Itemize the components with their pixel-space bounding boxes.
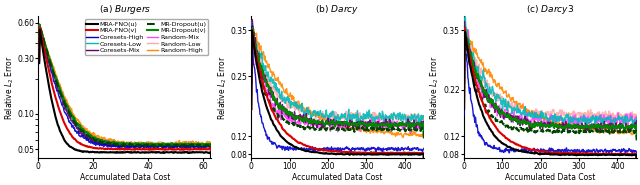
X-axis label: Accumulated Data Cost: Accumulated Data Cost: [505, 173, 595, 182]
Y-axis label: Relative $L_2$ Error: Relative $L_2$ Error: [216, 55, 228, 120]
X-axis label: Accumulated Data Cost: Accumulated Data Cost: [292, 173, 383, 182]
Title: (b) $\it{Darcy}$: (b) $\it{Darcy}$: [316, 3, 360, 16]
Title: (a) $\it{Burgers}$: (a) $\it{Burgers}$: [99, 3, 151, 16]
Title: (c) $\it{Darcy3}$: (c) $\it{Darcy3}$: [526, 3, 575, 16]
Legend: MRA-FNO(u), MRA-FNO(v), Coresets-High, Coresets-Low, Coresets-Mix, MR-Dropout(u): MRA-FNO(u), MRA-FNO(v), Coresets-High, C…: [84, 19, 208, 55]
X-axis label: Accumulated Data Cost: Accumulated Data Cost: [79, 173, 170, 182]
Y-axis label: Relative $L_2$ Error: Relative $L_2$ Error: [3, 55, 16, 120]
Y-axis label: Relative $L_2$ Error: Relative $L_2$ Error: [429, 55, 442, 120]
